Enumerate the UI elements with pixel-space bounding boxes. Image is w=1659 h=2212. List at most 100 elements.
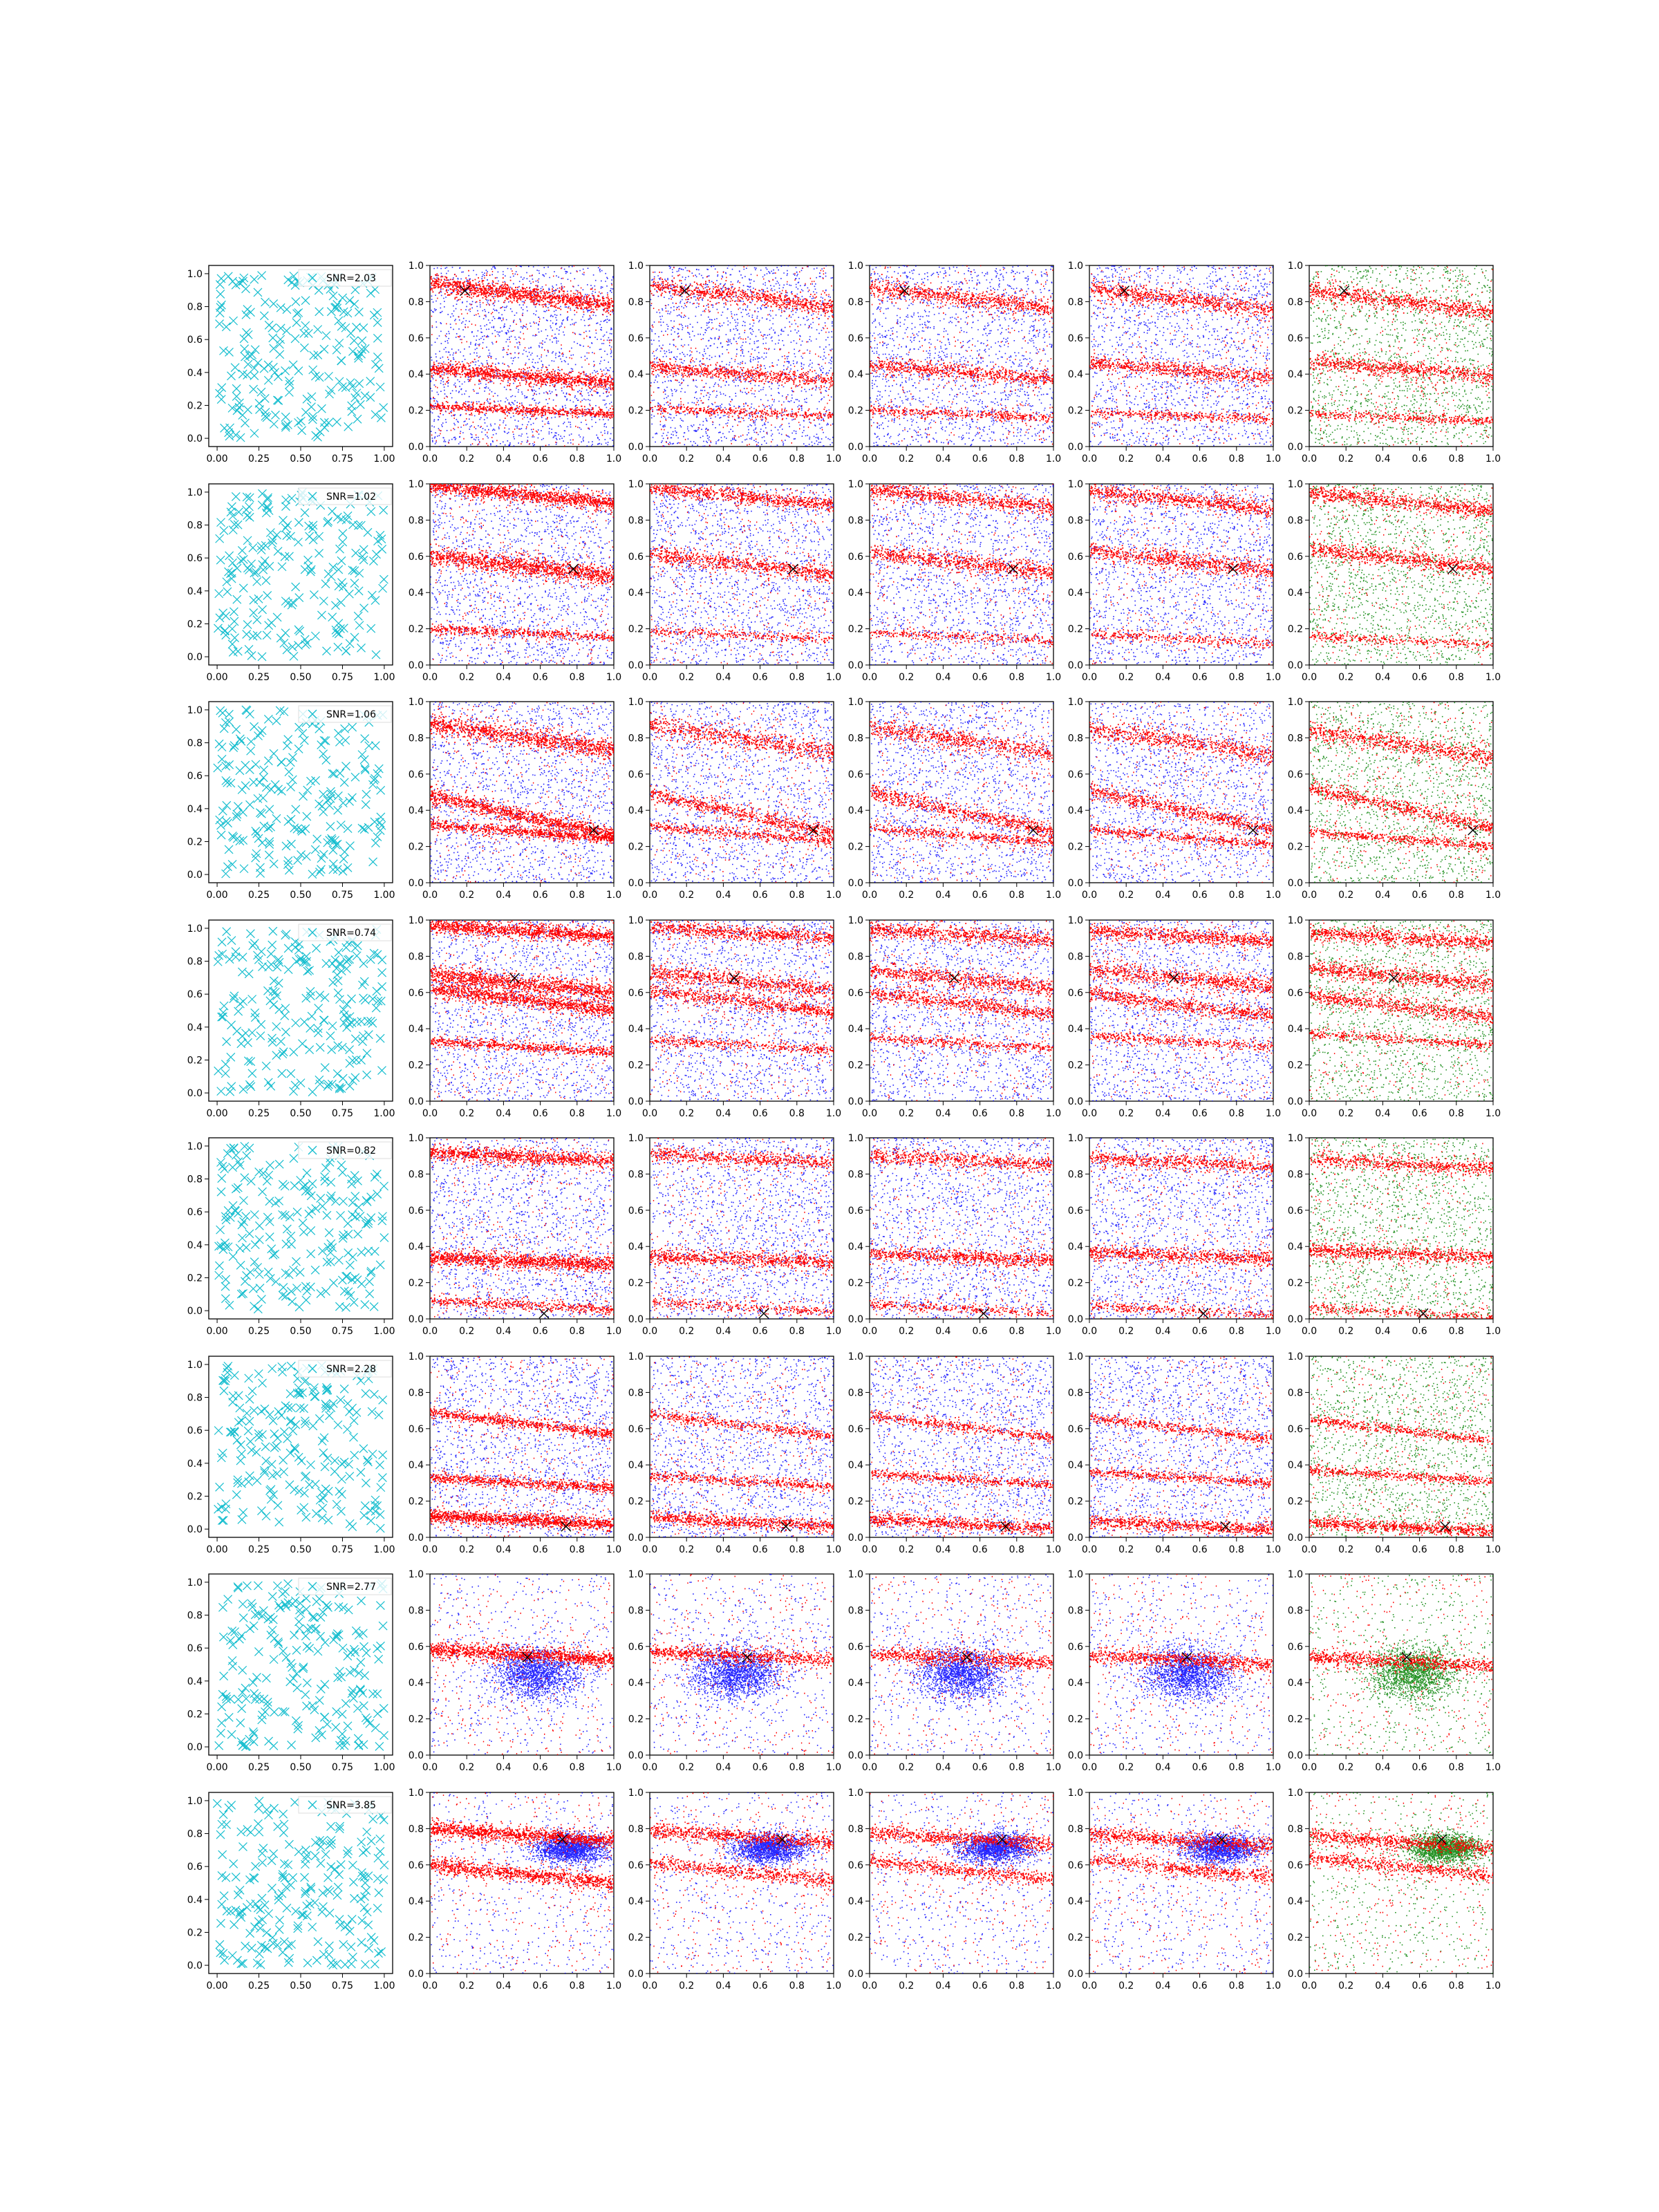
panel-r6-c6-ytick-label: 0.2 [1288,1497,1303,1508]
panel-r5-c3-ytick-label: 0.0 [628,1314,644,1325]
panel-r3-c3-ytick-label: 1.0 [628,697,644,708]
panel-r1-c3-ytick-label: 1.0 [628,261,644,272]
panel-r2-c1-ytick-label: 1.0 [187,487,203,498]
panel-r6-c3-ytick-label: 0.6 [628,1424,644,1435]
panel-r6-c4-xtick-label: 0.8 [1009,1544,1024,1555]
panel-r6-c1-ytick-label: 0.6 [187,1425,203,1436]
panel-r6-c5-xtick-label: 0.2 [1118,1544,1134,1555]
panel-r4-c4-ytick-label: 0.0 [848,1096,863,1107]
panel-r8-c3-ytick-label: 1.0 [628,1788,644,1799]
panel-r4-c2-xtick-label: 0.4 [496,1108,511,1119]
panel-r4-c3-xtick-label: 0.2 [679,1108,694,1119]
panel-r1-c1-ytick-label: 0.2 [187,400,203,411]
panel-r4-c5-xtick-label: 0.8 [1229,1108,1244,1119]
panel-r4-c2-ytick-label: 0.4 [409,1024,424,1035]
panel-r2-c4-xtick-label: 0.2 [899,672,914,683]
panel-r7-c5-xtick-label: 0.2 [1118,1762,1134,1773]
panel-r1-c1-xtick-label: 0.75 [332,453,353,465]
panel-r8-c2-xtick-label: 0.6 [532,1980,547,1991]
panel-r6-c2-xtick-label: 0.0 [422,1544,438,1555]
panel-r5-c2-xtick-label: 0.4 [496,1326,511,1337]
legend-label: SNR=0.82 [326,1145,376,1156]
panel-r6-c6-ytick-label: 0.0 [1288,1533,1303,1544]
panel-r3-c4-ytick-label: 1.0 [848,697,863,708]
panel-r5-c5-xtick-label: 0.6 [1192,1326,1207,1337]
panel-r2-c1-xtick-label: 0.75 [332,672,353,683]
panel-r7-c5-xtick-label: 0.6 [1192,1762,1207,1773]
panel-r5-c2-ytick-label: 0.2 [409,1278,424,1289]
panel-r7-c4-xtick-label: 0.2 [899,1762,914,1773]
panel-r2-c2-ytick-label: 1.0 [409,479,424,490]
panel-r5-c4-ytick-label: 0.4 [848,1241,863,1253]
panel-r8-c5-xtick-label: 0.2 [1118,1980,1134,1991]
panel-r6-c3-xtick-label: 0.2 [679,1544,694,1555]
panel-r4-c5-ytick-label: 0.4 [1068,1024,1083,1035]
panel-r3-c6-xtick-label: 1.0 [1485,890,1501,901]
panel-r4-c1-xtick-label: 0.25 [248,1108,270,1119]
panel-r8-c1-xtick-label: 1.00 [373,1980,395,1991]
panel-r8-c6-ytick-label: 0.6 [1288,1860,1303,1871]
panel-r4-c5-ytick-label: 0.6 [1068,988,1083,999]
panel-r8-c2-xtick-label: 0.2 [459,1980,474,1991]
panel-r1-c4-xtick-label: 0.0 [862,453,877,465]
panel-r7-c4-ytick-label: 0.2 [848,1714,863,1725]
panel-r8-c6-xtick-label: 0.8 [1449,1980,1464,1991]
panel-r4-c1-ytick-label: 0.8 [187,957,203,968]
panel-r5-c3-xtick-label: 0.4 [715,1326,731,1337]
panel-r7-c2-ytick-label: 0.2 [409,1714,424,1725]
panel-r6-c2-ytick-label: 0.8 [409,1387,424,1398]
panel-r7-c4-ytick-label: 0.8 [848,1605,863,1616]
panel-r2-c5-ytick-label: 0.4 [1068,588,1083,599]
panel-r3-c6-ytick-label: 0.6 [1288,769,1303,780]
panel-r8-c5-xtick-label: 0.8 [1229,1980,1244,1991]
panel-r1-c3-xtick-label: 1.0 [826,453,841,465]
panel-r6-c3-xtick-label: 0.4 [715,1544,731,1555]
panel-r1-c2-ytick-label: 1.0 [409,261,424,272]
panel-r3-c2-ytick-label: 0.4 [409,805,424,816]
panel-r8-c1-xtick-label: 0.75 [332,1980,353,1991]
panel-r1-c2-xtick-label: 1.0 [606,453,621,465]
panel-r1-c5-ytick-label: 0.0 [1068,442,1083,453]
panel-r7-c1-ytick-label: 0.4 [187,1676,203,1687]
panel-r2-c5-ytick-label: 0.8 [1068,515,1083,526]
panel-r7-c5-xtick-label: 1.0 [1266,1762,1281,1773]
panel-r7-c3-ytick-label: 0.4 [628,1678,644,1689]
panel-r1-c6-ytick-label: 0.2 [1288,406,1303,417]
panel-r6-c6-xtick-label: 1.0 [1485,1544,1501,1555]
panel-r4-c1-ytick-label: 0.2 [187,1055,203,1066]
panel-r3-c1-ytick-label: 0.4 [187,804,203,815]
panel-r4-c3-xtick-label: 0.8 [789,1108,805,1119]
panel-r8-c2-ytick-label: 0.4 [409,1896,424,1907]
panel-r2-c6-ytick-label: 0.0 [1288,660,1303,671]
panel-r3-c3-xtick-label: 0.8 [789,890,805,901]
panel-r6-c5-xtick-label: 1.0 [1266,1544,1281,1555]
panel-r4-c3-xtick-label: 0.4 [715,1108,731,1119]
panel-r3-c5-xtick-label: 1.0 [1266,890,1281,901]
panel-r8-c1-xtick-label: 0.25 [248,1980,270,1991]
panel-r2-c2-ytick-label: 0.8 [409,515,424,526]
panel-r8-c1-ytick-label: 0.0 [187,1960,203,1971]
panel-r6-c6-xtick-label: 0.0 [1302,1544,1317,1555]
panel-r1-c2-ytick-label: 0.6 [409,333,424,344]
panel-r8-c5-ytick-label: 0.4 [1068,1896,1083,1907]
panel-r8-c4-ytick-label: 0.8 [848,1824,863,1835]
panel-r2-c5-xtick-label: 0.6 [1192,672,1207,683]
panel-r7-c6-xtick-label: 0.8 [1449,1762,1464,1773]
panel-r3-c4-xtick-label: 1.0 [1046,890,1061,901]
panel-r7-c3-ytick-label: 0.8 [628,1605,644,1616]
panel-r5-c4-ytick-label: 0.8 [848,1169,863,1180]
panel-r1-c1-ytick-label: 0.4 [187,368,203,379]
panel-r8-c4-ytick-label: 0.6 [848,1860,863,1871]
panel-r6-c2-xtick-label: 0.2 [459,1544,474,1555]
panel-r5-c5-ytick-label: 0.4 [1068,1241,1083,1253]
panel-r2-c4-xtick-label: 0.8 [1009,672,1024,683]
panel-r7-c3-xtick-label: 0.8 [789,1762,805,1773]
legend-label: SNR=2.77 [326,1582,376,1593]
panel-r7-c6-ytick-label: 0.6 [1288,1642,1303,1653]
panel-r5-c5-xtick-label: 0.0 [1082,1326,1097,1337]
panel-r2-c5-xtick-label: 0.0 [1082,672,1097,683]
panel-r6-c1-ytick-label: 0.4 [187,1459,203,1470]
panel-r3-c5-xtick-label: 0.6 [1192,890,1207,901]
panel-r7-c5-ytick-label: 1.0 [1068,1569,1083,1580]
panel-r2-c5-xtick-label: 0.4 [1155,672,1170,683]
